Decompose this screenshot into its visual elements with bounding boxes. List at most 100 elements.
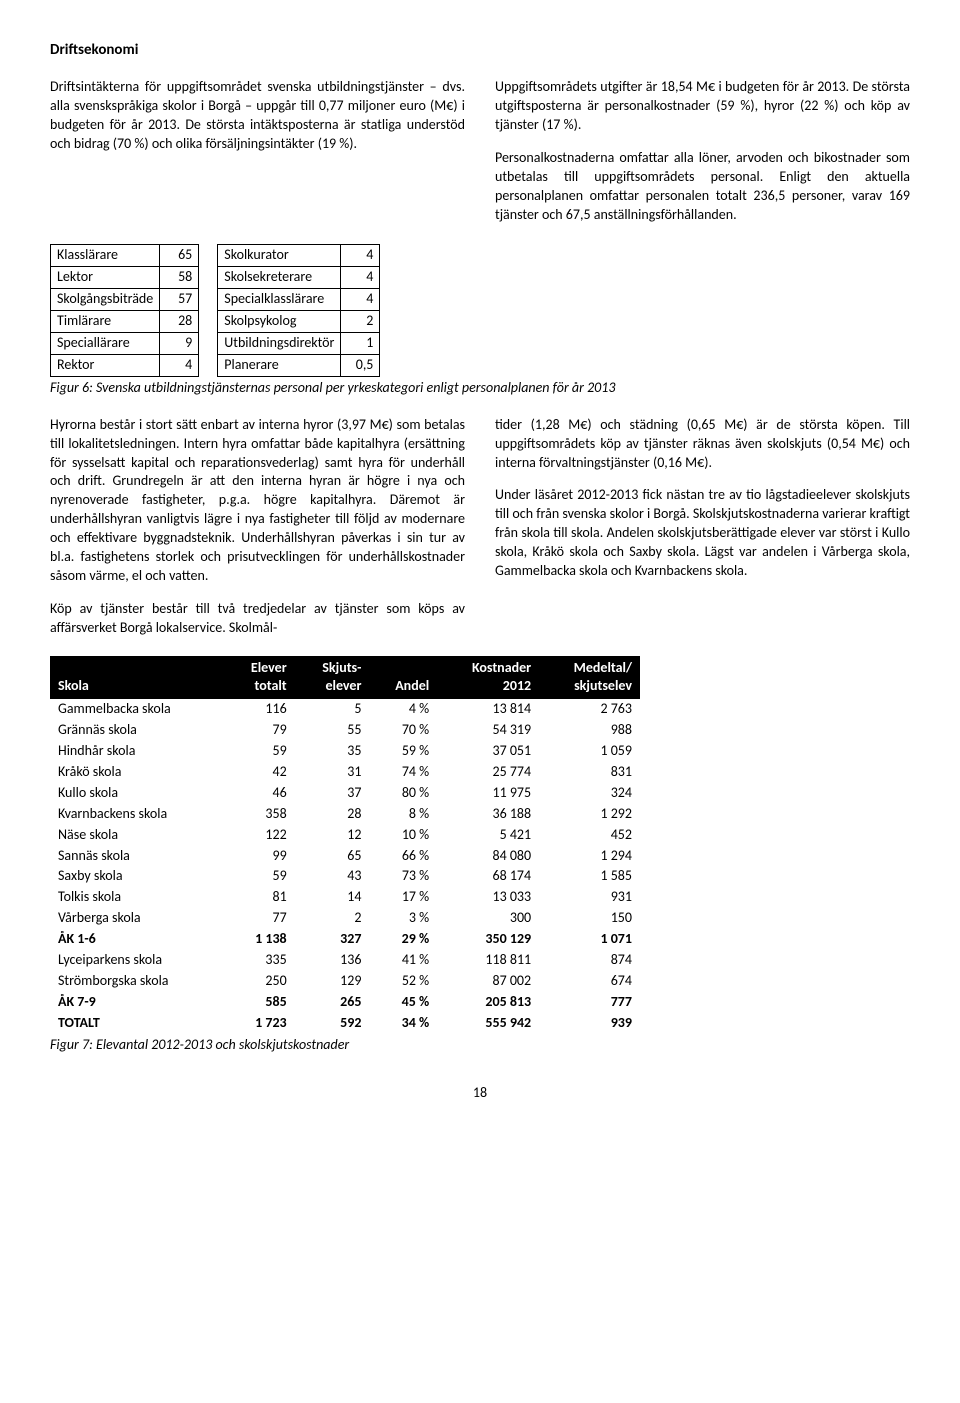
table-row: ÅK 7-958526545 %205 813777 (50, 992, 640, 1013)
table-row: Kullo skola463780 %11 975324 (50, 783, 640, 804)
page-heading: Driftsekonomi (50, 40, 910, 60)
cell-k: 54 319 (437, 720, 539, 741)
cell-a: 4 % (369, 699, 437, 720)
cell-k: 300 (437, 908, 539, 929)
staff-count: 65 (160, 245, 199, 267)
cell-s: 5 (295, 699, 370, 720)
staff-count: 1 (341, 333, 380, 355)
cell-m: 452 (539, 825, 640, 846)
cell-m: 674 (539, 971, 640, 992)
cell-name: Kullo skola (50, 783, 225, 804)
intro-right: Uppgiftsområdets utgifter är 18,54 M€ i … (495, 78, 910, 238)
staff-count: 4 (341, 289, 380, 311)
mid-left-p2: Köp av tjänster består till två tredjede… (50, 600, 465, 638)
table-row: Tolkis skola811417 %13 033931 (50, 887, 640, 908)
table-row: ÅK 1-61 13832729 %350 1291 071 (50, 929, 640, 950)
staff-role: Klasslärare (51, 245, 160, 267)
table-row: Hindhår skola593559 %37 0511 059 (50, 741, 640, 762)
table-row: Skolgångsbiträde57 (51, 289, 199, 311)
cell-s: 2 (295, 908, 370, 929)
cell-a: 34 % (369, 1013, 437, 1034)
table-row: Skolsekreterare4 (218, 267, 380, 289)
cell-k: 11 975 (437, 783, 539, 804)
cell-a: 3 % (369, 908, 437, 929)
cell-s: 592 (295, 1013, 370, 1034)
cell-e: 59 (225, 741, 295, 762)
cell-m: 1 071 (539, 929, 640, 950)
staff-count: 58 (160, 267, 199, 289)
cell-m: 874 (539, 950, 640, 971)
intro-right-p1: Uppgiftsområdets utgifter är 18,54 M€ i … (495, 78, 910, 135)
mid-left-p1: Hyrorna består i stort sätt enbart av in… (50, 416, 465, 586)
cell-m: 831 (539, 762, 640, 783)
cell-name: TOTALT (50, 1013, 225, 1034)
cell-e: 79 (225, 720, 295, 741)
cell-a: 70 % (369, 720, 437, 741)
cell-s: 35 (295, 741, 370, 762)
table-row: Grännäs skola795570 %54 319988 (50, 720, 640, 741)
cell-a: 73 % (369, 866, 437, 887)
cell-name: Näse skola (50, 825, 225, 846)
staff-count: 4 (341, 245, 380, 267)
staff-role: Skolgångsbiträde (51, 289, 160, 311)
staff-role: Speciallärare (51, 333, 160, 355)
cell-a: 41 % (369, 950, 437, 971)
table-row: Näse skola1221210 %5 421452 (50, 825, 640, 846)
staff-role: Planerare (218, 354, 341, 376)
cell-m: 988 (539, 720, 640, 741)
cell-e: 250 (225, 971, 295, 992)
cell-name: Grännäs skola (50, 720, 225, 741)
table-row: TOTALT1 72359234 %555 942939 (50, 1013, 640, 1034)
cell-a: 45 % (369, 992, 437, 1013)
cell-a: 10 % (369, 825, 437, 846)
cell-e: 116 (225, 699, 295, 720)
cell-name: ÅK 7-9 (50, 992, 225, 1013)
table-row: Kvarnbackens skola358288 %36 1881 292 (50, 804, 640, 825)
cell-s: 28 (295, 804, 370, 825)
cell-a: 74 % (369, 762, 437, 783)
cell-name: Sannäs skola (50, 846, 225, 867)
mid-right-p2: Under läsåret 2012-2013 fick nästan tre … (495, 486, 910, 580)
cell-m: 931 (539, 887, 640, 908)
figure-6-caption: Figur 6: Svenska utbildningstjänsternas … (50, 379, 910, 398)
cell-m: 939 (539, 1013, 640, 1034)
cell-e: 42 (225, 762, 295, 783)
table-row: Utbildningsdirektör1 (218, 333, 380, 355)
table-row: Timlärare28 (51, 311, 199, 333)
cell-s: 14 (295, 887, 370, 908)
th-kostnader: Kostnader2012 (437, 656, 539, 700)
th-andel: Andel (369, 656, 437, 700)
table-row: Saxby skola594373 %68 1741 585 (50, 866, 640, 887)
table-row: Gammelbacka skola11654 %13 8142 763 (50, 699, 640, 720)
staff-role: Specialklasslärare (218, 289, 341, 311)
table-row: Lektor58 (51, 267, 199, 289)
cell-k: 84 080 (437, 846, 539, 867)
cell-s: 55 (295, 720, 370, 741)
table-row: Strömborgska skola25012952 %87 002674 (50, 971, 640, 992)
cell-e: 1 723 (225, 1013, 295, 1034)
staff-count: 2 (341, 311, 380, 333)
mid-left: Hyrorna består i stort sätt enbart av in… (50, 416, 465, 652)
cell-k: 13 033 (437, 887, 539, 908)
th-medeltal: Medeltal/skjutselev (539, 656, 640, 700)
cell-e: 46 (225, 783, 295, 804)
cell-m: 324 (539, 783, 640, 804)
cell-e: 77 (225, 908, 295, 929)
table-row: Planerare0,5 (218, 354, 380, 376)
cell-e: 1 138 (225, 929, 295, 950)
staff-table-right: Skolkurator4Skolsekreterare4Specialklass… (217, 244, 380, 376)
cell-s: 12 (295, 825, 370, 846)
table-row: Klasslärare65 (51, 245, 199, 267)
staff-count: 57 (160, 289, 199, 311)
table-row: Rektor4 (51, 354, 199, 376)
intro-left: Driftsintäkterna för uppgiftsområdet sve… (50, 78, 465, 238)
cell-e: 585 (225, 992, 295, 1013)
cell-name: Saxby skola (50, 866, 225, 887)
cell-k: 36 188 (437, 804, 539, 825)
cell-name: Tolkis skola (50, 887, 225, 908)
cell-name: Kvarnbackens skola (50, 804, 225, 825)
cell-k: 118 811 (437, 950, 539, 971)
staff-table-left: Klasslärare65Lektor58Skolgångsbiträde57T… (50, 244, 199, 376)
table-header-row: Skola Elevertotalt Skjuts-elever Andel K… (50, 656, 640, 700)
cell-name: Vårberga skola (50, 908, 225, 929)
